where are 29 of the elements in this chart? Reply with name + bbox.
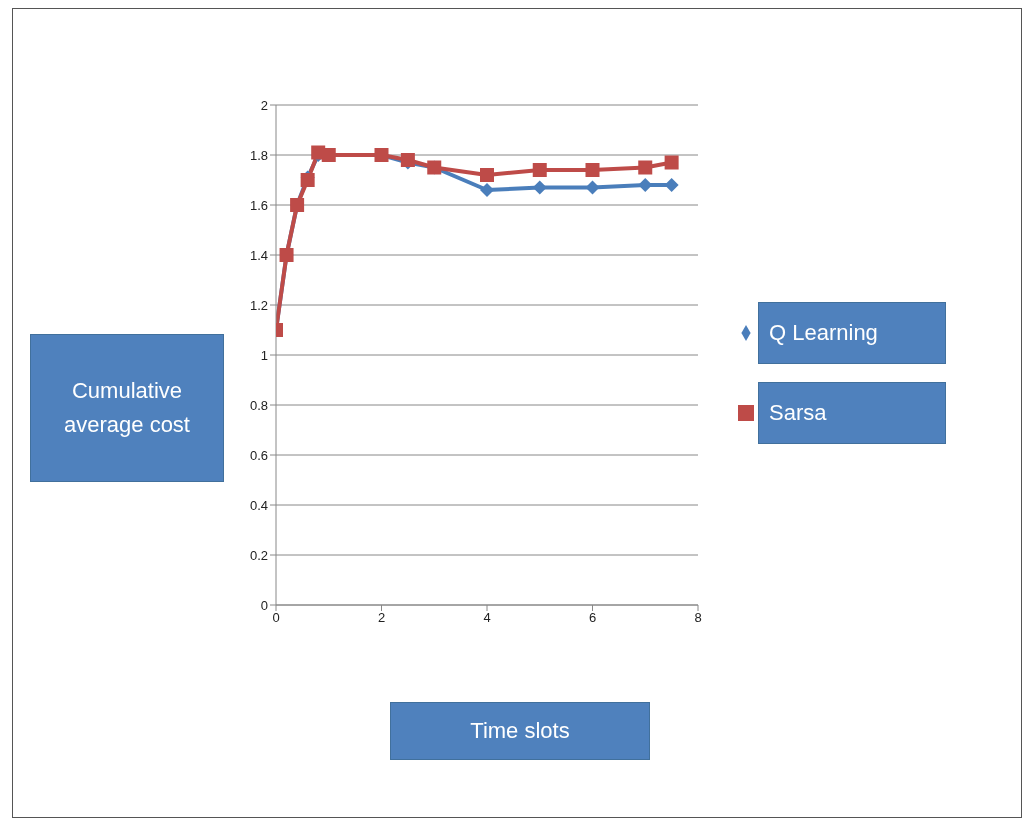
point <box>532 163 547 177</box>
point <box>585 180 600 195</box>
y-tick-label: 0.2 <box>249 547 268 563</box>
y-axis-title: Cumulative average cost <box>30 334 224 482</box>
point <box>480 183 494 197</box>
x-tick-label: 2 <box>377 610 386 626</box>
y-tick-label: 1.8 <box>249 147 268 163</box>
point <box>480 168 494 182</box>
point <box>532 180 547 195</box>
x-tick-label: 4 <box>483 610 491 626</box>
point <box>664 178 679 192</box>
y-tick-label: 2 <box>260 97 268 113</box>
x-tick-label: 0 <box>272 610 280 626</box>
point <box>585 163 600 177</box>
y-tick-label: 1.2 <box>249 297 268 313</box>
point <box>638 160 653 175</box>
y-tick-label: 1.6 <box>249 197 268 213</box>
x-axis-title: Time slots <box>390 702 650 760</box>
x-tick-label: 8 <box>694 610 702 626</box>
legend-label: Sarsa <box>758 382 946 444</box>
y-tick-label: 0.6 <box>249 447 268 463</box>
legend-label: Q Learning <box>758 302 946 364</box>
y-tick-label: 0.4 <box>249 497 268 513</box>
point <box>664 155 679 170</box>
y-tick-label: 0 <box>260 597 268 613</box>
x-tick-label: 6 <box>588 610 597 626</box>
y-tick-label: 1 <box>260 347 268 363</box>
y-tick-label: 0.8 <box>249 397 268 413</box>
y-tick-label: 1.4 <box>249 247 268 263</box>
